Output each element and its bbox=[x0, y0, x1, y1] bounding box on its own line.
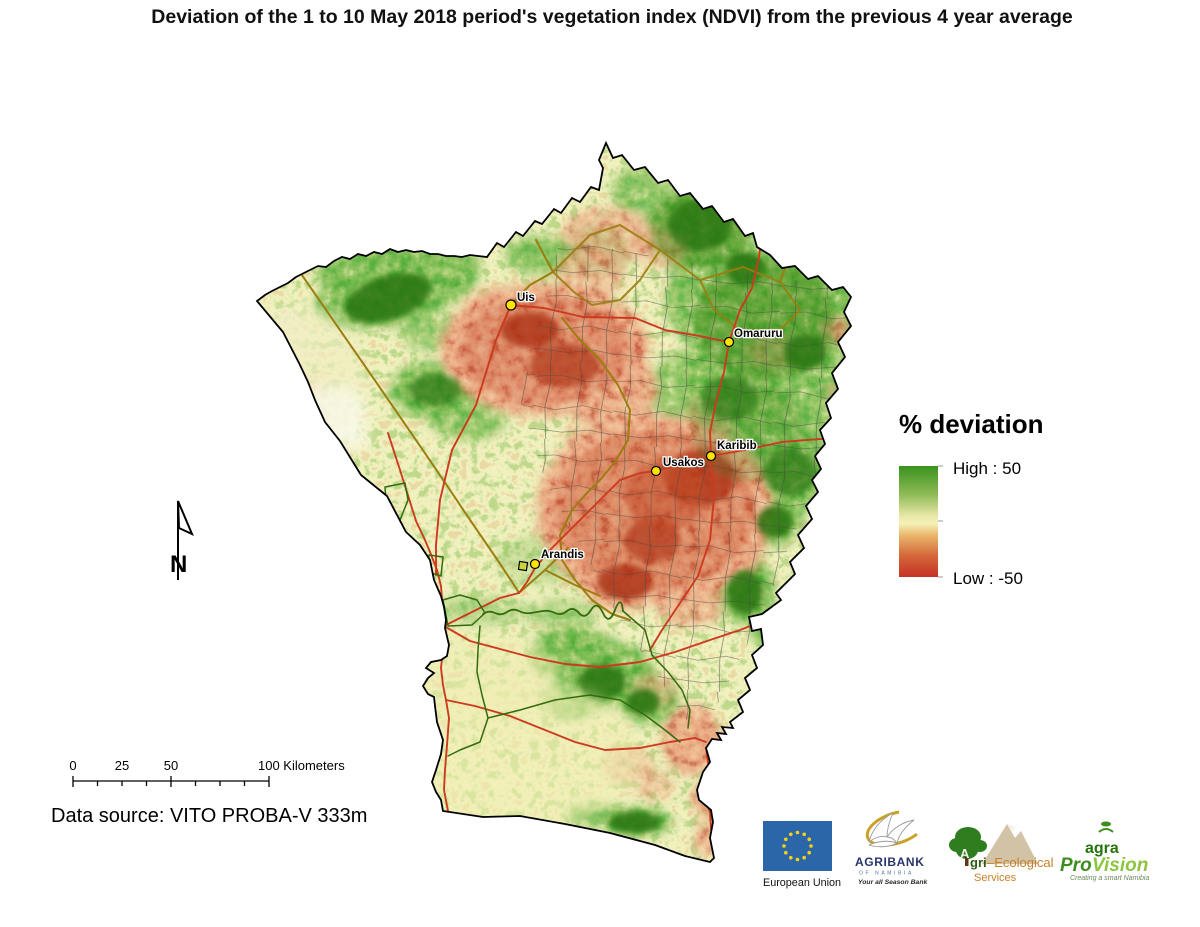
svg-text:25: 25 bbox=[115, 758, 129, 773]
svg-text:OF NAMIBIA: OF NAMIBIA bbox=[859, 871, 914, 877]
svg-text:agra: agra bbox=[1085, 840, 1119, 857]
svg-text:Creating a smart Namibia: Creating a smart Namibia bbox=[1070, 875, 1149, 882]
svg-text:% deviation: % deviation bbox=[899, 409, 1043, 439]
svg-text:Arandis: Arandis bbox=[541, 549, 584, 561]
svg-text:–Ecological: –Ecological bbox=[987, 855, 1054, 870]
svg-text:Omaruru: Omaruru bbox=[734, 328, 783, 340]
svg-text:European Union: European Union bbox=[763, 877, 841, 889]
svg-text:gri: gri bbox=[970, 855, 987, 870]
svg-text:Vision: Vision bbox=[1092, 855, 1148, 876]
svg-text:0: 0 bbox=[69, 758, 76, 773]
svg-text:Services: Services bbox=[974, 872, 1017, 884]
svg-text:Pro: Pro bbox=[1060, 855, 1092, 876]
svg-text:Your all Season Bank: Your all Season Bank bbox=[858, 879, 928, 886]
svg-text:Uis: Uis bbox=[517, 292, 535, 304]
svg-text:Karibib: Karibib bbox=[717, 440, 757, 452]
svg-text:A: A bbox=[960, 846, 970, 861]
svg-text:High : 50: High : 50 bbox=[953, 459, 1021, 478]
svg-text:N: N bbox=[170, 551, 187, 578]
svg-text:Usakos: Usakos bbox=[663, 457, 704, 469]
svg-text:50: 50 bbox=[164, 758, 178, 773]
svg-text:Low : -50: Low : -50 bbox=[953, 569, 1023, 588]
svg-text:100 Kilometers: 100 Kilometers bbox=[258, 758, 345, 773]
svg-text:Data source: VITO PROBA-V 333m: Data source: VITO PROBA-V 333m bbox=[51, 805, 367, 827]
svg-text:AGRIBANK: AGRIBANK bbox=[855, 855, 924, 869]
